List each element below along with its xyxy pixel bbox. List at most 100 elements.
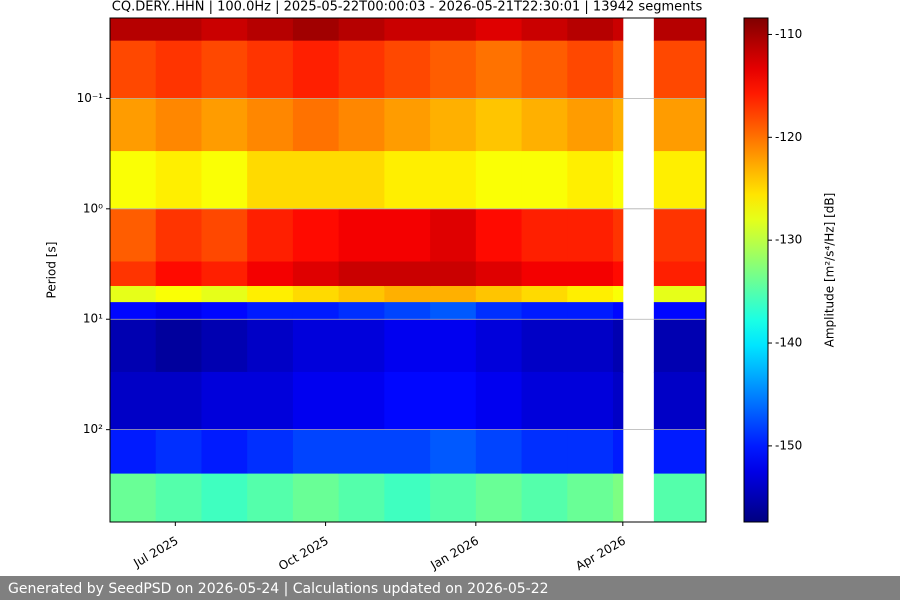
heatmap-cell (653, 371, 707, 431)
heatmap-cell (567, 371, 614, 431)
colorbar-tick-label: -120 (775, 130, 802, 144)
heatmap-cell (109, 285, 157, 303)
heatmap-cell (247, 18, 294, 42)
heatmap-cell (201, 285, 248, 303)
heatmap-cell (247, 473, 294, 523)
heatmap-cell (201, 319, 248, 373)
heatmap-cell (430, 40, 477, 99)
heatmap-cell (475, 208, 523, 263)
heatmap-cell (155, 429, 202, 475)
heatmap-cell (567, 473, 614, 523)
heatmap-cell (567, 429, 614, 475)
heatmap-cell (653, 319, 707, 373)
heatmap-cell (567, 302, 614, 320)
heatmap-cell (613, 18, 624, 42)
heatmap-cell (521, 261, 568, 287)
heatmap-cell (247, 302, 294, 320)
heatmap-cell (201, 98, 248, 152)
heatmap-cell (653, 151, 707, 210)
footer-bar (0, 576, 900, 600)
heatmap-cell (109, 208, 157, 263)
heatmap-cell (338, 429, 385, 475)
heatmap-cell (567, 208, 614, 263)
heatmap-cell (384, 429, 431, 475)
y-tick-label: 10⁰ (83, 201, 103, 215)
heatmap-cell (567, 285, 614, 303)
heatmap-cell (201, 371, 248, 431)
heatmap-cell (247, 40, 294, 99)
heatmap-cell (338, 473, 385, 523)
heatmap-cell (109, 302, 157, 320)
heatmap-cell (653, 261, 707, 287)
heatmap-cell (613, 208, 624, 263)
heatmap-cell (521, 319, 568, 373)
heatmap-cell (613, 151, 624, 210)
x-tick-label: Apr 2026 (573, 534, 628, 574)
heatmap-cell (430, 151, 477, 210)
heatmap-cell (109, 429, 157, 475)
heatmap-cell (613, 473, 624, 523)
heatmap-cell (292, 151, 340, 210)
heatmap-cell (567, 151, 614, 210)
heatmap-cell (567, 40, 614, 99)
heatmap-cell (653, 285, 707, 303)
x-tick-label: Oct 2025 (276, 534, 331, 574)
heatmap-cell (292, 429, 340, 475)
heatmap-cell (155, 208, 202, 263)
heatmap-cell (201, 151, 248, 210)
heatmap-cell (155, 302, 202, 320)
heatmap-cell (613, 261, 624, 287)
heatmap-cell (201, 18, 248, 42)
heatmap-cell (201, 302, 248, 320)
heatmap-cell (653, 40, 707, 99)
heatmap-cell (338, 151, 385, 210)
heatmap-cell (384, 98, 431, 152)
heatmap-cell (430, 429, 477, 475)
heatmap-cell (613, 40, 624, 99)
heatmap-cell (653, 18, 707, 42)
heatmap-cell (521, 302, 568, 320)
heatmap-cell (292, 319, 340, 373)
heatmap-cell (247, 261, 294, 287)
heatmap-cell (475, 473, 523, 523)
heatmap-cell (292, 371, 340, 431)
colorbar-tick-label: -110 (775, 27, 802, 41)
heatmap-cell (384, 208, 431, 263)
heatmap-cell (475, 285, 523, 303)
heatmap-cell (475, 18, 523, 42)
heatmap-cell (338, 98, 385, 152)
heatmap-cell (247, 319, 294, 373)
chart-title: CQ.DERY..HHN | 100.0Hz | 2025-05-22T00:0… (112, 0, 703, 15)
heatmap-cell (109, 40, 157, 99)
heatmap-cell (201, 261, 248, 287)
heatmap-cell (430, 98, 477, 152)
heatmap-cell (653, 429, 707, 475)
heatmap-cell (521, 40, 568, 99)
heatmap-cell (292, 261, 340, 287)
heatmap-cell (521, 371, 568, 431)
heatmap-cell (109, 151, 157, 210)
heatmap-cell (201, 40, 248, 99)
heatmap-cell (155, 473, 202, 523)
heatmap-cell (292, 40, 340, 99)
heatmap-cell (247, 429, 294, 475)
heatmap-cell (201, 429, 248, 475)
footer: Generated by SeedPSD on 2026-05-24 | Cal… (8, 581, 549, 597)
heatmap-cell (384, 151, 431, 210)
heatmap-cell (475, 98, 523, 152)
heatmap-cell (247, 285, 294, 303)
heatmap-cell (567, 319, 614, 373)
heatmap-cell (338, 261, 385, 287)
heatmap-cell (201, 208, 248, 263)
heatmap-cell (155, 98, 202, 152)
plot-frame (109, 17, 707, 523)
heatmap-cell (430, 285, 477, 303)
heatmap-cell (338, 40, 385, 99)
colorbar-tick-label: -150 (775, 438, 802, 452)
heatmap-cell (653, 208, 707, 263)
heatmap-cell (430, 302, 477, 320)
colorbar-label: Amplitude [m²/s⁴/Hz] [dB] (823, 193, 837, 348)
heatmap-cell (384, 285, 431, 303)
heatmap-cell (475, 319, 523, 373)
heatmap-cell (384, 261, 431, 287)
